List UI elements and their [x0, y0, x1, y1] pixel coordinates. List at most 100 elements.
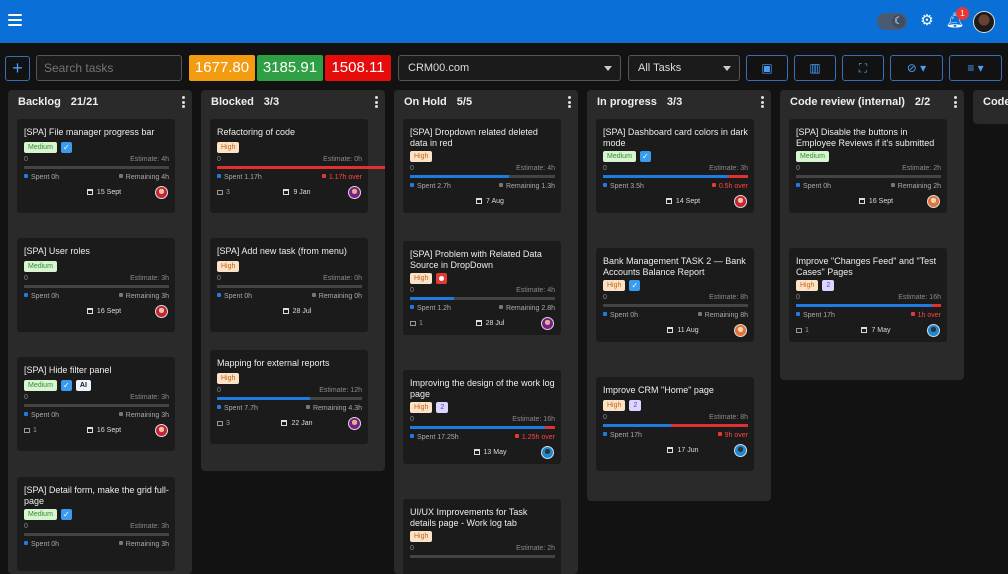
- due-date-text: 7 Aug: [486, 198, 504, 205]
- task-card[interactable]: Improving the design of the work log pag…: [403, 370, 561, 464]
- comment-icon: [24, 428, 30, 433]
- more-vert-icon[interactable]: [568, 96, 572, 108]
- chevron-down-icon: [723, 66, 731, 71]
- assignee-avatar[interactable]: [348, 417, 361, 430]
- column-count: 3/3: [666, 96, 683, 108]
- estimate-label: Estimate: 16h: [512, 416, 555, 423]
- spent-row: Spent 0h Remaining 0h: [217, 293, 362, 302]
- spent-label: Spent 0h: [796, 183, 831, 190]
- progress-bar: [796, 175, 941, 178]
- comment-count[interactable]: 1: [24, 427, 37, 434]
- task-card[interactable]: Refactoring of code High 0 Estimate: 0h Spen…: [210, 119, 385, 213]
- theme-toggle[interactable]: ☾: [877, 13, 907, 30]
- more-vert-icon[interactable]: [761, 96, 765, 108]
- task-card[interactable]: [SPA] Hide filter panel Medium ✓ AI 0 Estimat…: [17, 357, 175, 451]
- remaining-text: Remaining 3h: [125, 412, 169, 419]
- estimate-row: 0 Estimate: 8h: [603, 414, 748, 423]
- estimate-row: 0 Estimate: 12h: [217, 387, 362, 396]
- board-column: Blocked 3/3 Refactoring of code High 0 Estima…: [201, 90, 385, 471]
- assignee-avatar[interactable]: [155, 305, 168, 318]
- spent-dot: [796, 312, 800, 316]
- comment-icon: [217, 190, 223, 195]
- task-card[interactable]: [SPA] User roles Medium 0 Estimate: 3h Spent…: [17, 238, 175, 332]
- task-title: Improving the design of the work log pag…: [410, 378, 555, 399]
- task-card[interactable]: [SPA] Dashboard card colors in dark mode…: [596, 119, 754, 213]
- spent-label: Spent 1.17h: [217, 174, 262, 181]
- comment-count[interactable]: 3: [217, 420, 230, 427]
- task-card[interactable]: [SPA] Add new task (from menu) High 0 Estim…: [210, 238, 368, 332]
- comment-count[interactable]: 3: [217, 189, 230, 196]
- more-vert-icon[interactable]: [375, 96, 379, 108]
- over-dot: [717, 432, 722, 436]
- estimate-start: 0: [796, 294, 800, 301]
- spent-label: Spent 0h: [24, 174, 59, 181]
- fullscreen-button[interactable]: ⛶: [842, 55, 884, 81]
- column-name: Code review (internal): [790, 96, 905, 108]
- task-card[interactable]: Mapping for external reports High 0 Estimat…: [210, 350, 368, 444]
- assignee-avatar[interactable]: [734, 324, 747, 337]
- assignee-avatar[interactable]: [734, 444, 747, 457]
- board-column: Code review (internal) 2/2 [SPA] Disable t…: [780, 90, 964, 380]
- spent-row: Spent 1.17h 1.17h over: [217, 174, 362, 183]
- spent-text: Spent 17.25h: [417, 434, 459, 441]
- gear-icon[interactable]: ⚙: [920, 12, 934, 29]
- task-tags: High: [410, 273, 448, 284]
- task-card[interactable]: Improve CRM "Home" page High 2 0 Estimate: 8…: [596, 377, 754, 471]
- assignee-avatar[interactable]: [541, 446, 554, 459]
- assignee-avatar[interactable]: [927, 324, 940, 337]
- progress-bar: [796, 304, 941, 307]
- task-card[interactable]: [SPA] Dropdown related deleted data in r…: [403, 119, 561, 213]
- chart-button[interactable]: ▥: [794, 55, 836, 81]
- spent-text: Spent 0h: [31, 541, 60, 548]
- assignee-filter-button[interactable]: ⊘ ▾: [890, 55, 943, 81]
- spent-row: Spent 0h Remaining 4h: [24, 174, 169, 183]
- column-count: 3/3: [263, 96, 280, 108]
- sort-button[interactable]: ≡ ▾: [949, 55, 1002, 81]
- progress-over: [727, 175, 748, 178]
- assignee-avatar[interactable]: [734, 195, 747, 208]
- estimate-start: 0: [217, 387, 221, 394]
- estimate-start: 0: [603, 414, 607, 421]
- spent-label: Spent 7.7h: [217, 405, 258, 412]
- progress-fill: [217, 397, 310, 400]
- more-vert-icon[interactable]: [182, 96, 186, 108]
- due-date-text: 13 May: [483, 449, 507, 456]
- calendar-icon: [476, 198, 483, 204]
- estimate-row: 0 Estimate: 2h: [410, 545, 555, 554]
- assignee-avatar[interactable]: [348, 186, 361, 199]
- assignee-avatar[interactable]: [927, 195, 940, 208]
- comment-count[interactable]: 1: [410, 320, 423, 327]
- over-text: 1h over: [917, 312, 941, 319]
- priority-tag: High: [410, 402, 433, 413]
- assignee-avatar[interactable]: [541, 317, 554, 330]
- column-title: In progress 3/3: [597, 96, 682, 108]
- comment-count[interactable]: 1: [796, 327, 809, 334]
- due-date: 28 Jul: [460, 320, 520, 327]
- task-card[interactable]: [SPA] Disable the buttons in Employee Re…: [789, 119, 947, 213]
- task-filter-select[interactable]: All Tasks: [628, 55, 740, 81]
- estimate-row: 0 Estimate: 16h: [410, 416, 555, 425]
- user-avatar[interactable]: [973, 11, 995, 33]
- due-date: 14 Sept: [653, 198, 713, 205]
- estimate-start: 0: [217, 156, 221, 163]
- task-card[interactable]: [SPA] Detail form, make the grid full-pa…: [17, 477, 175, 571]
- task-card[interactable]: [SPA] Problem with Related Data Source i…: [403, 241, 561, 335]
- more-vert-icon[interactable]: [954, 96, 958, 108]
- progress-bar: [24, 533, 169, 536]
- assignee-avatar[interactable]: [155, 424, 168, 437]
- task-card[interactable]: Bank Management TASK 2 — Bank Accounts B…: [596, 248, 754, 342]
- hamburger-menu-icon[interactable]: [8, 14, 22, 26]
- task-card[interactable]: [SPA] File manager progress bar Medium ✓ 0 E…: [17, 119, 175, 213]
- add-task-button[interactable]: +: [5, 56, 30, 81]
- spent-text: Spent 7.7h: [224, 405, 258, 412]
- remaining-label: Remaining 2.8h: [498, 305, 555, 312]
- task-card[interactable]: UI/UX Improvements for Task details page…: [403, 499, 561, 574]
- task-card[interactable]: Improve "Changes Feed" and "Test Cases" …: [789, 248, 947, 342]
- due-date: 28 Jul: [267, 308, 327, 315]
- assignee-avatar[interactable]: [155, 186, 168, 199]
- project-select[interactable]: CRM00.com: [398, 55, 621, 81]
- archive-button[interactable]: ▣: [746, 55, 788, 81]
- due-date: 16 Sept: [846, 198, 906, 205]
- board-column: Code: [973, 90, 1008, 124]
- search-input[interactable]: [36, 55, 182, 81]
